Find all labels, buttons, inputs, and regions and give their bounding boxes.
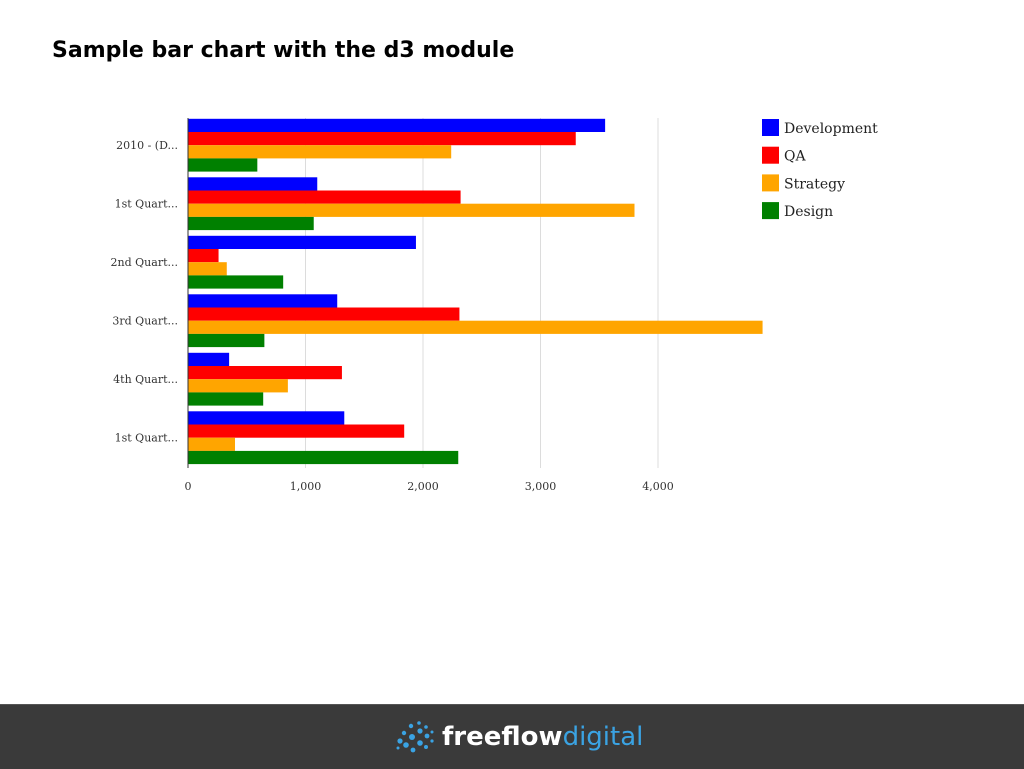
bar-design	[188, 450, 459, 465]
legend: Development QA Strategy Design	[762, 119, 878, 220]
bar-strategy	[188, 262, 227, 276]
bar-design	[188, 392, 264, 406]
bar-design	[188, 158, 258, 172]
footer-bar: freeflowdigital	[0, 704, 1024, 769]
y-tick-label: 3rd Quart...	[112, 315, 178, 328]
bar-chart: 0 1,000 2,000 3,000 4,000 2010 - (D... 1st Qua…	[111, 118, 878, 493]
bar-qa	[188, 424, 405, 438]
x-tick-label: 0	[185, 480, 192, 493]
x-tick-label: 2,000	[407, 480, 439, 493]
bar-qa	[188, 132, 576, 146]
y-tick-label: 1st Quart...	[115, 198, 178, 211]
bar-strategy	[188, 320, 763, 334]
bar-qa	[188, 366, 342, 380]
legend-swatch	[762, 174, 779, 192]
x-tick-label: 1,000	[290, 480, 322, 493]
y-tick-label: 2010 - (D...	[116, 139, 178, 152]
bar-development	[188, 118, 606, 132]
y-tick-label: 4th Quart...	[113, 373, 178, 386]
y-tick-label: 2nd Quart...	[111, 256, 178, 269]
freeflow-globe-icon	[396, 721, 434, 753]
legend-label: Strategy	[784, 176, 845, 192]
bar-strategy	[188, 437, 235, 451]
x-tick-label: 3,000	[525, 480, 557, 493]
axes: 0 1,000 2,000 3,000 4,000 2010 - (D... 1st Qua…	[111, 118, 674, 493]
bar-strategy	[188, 203, 635, 217]
slide-title: Sample bar chart with the d3 module	[52, 38, 515, 63]
gridlines	[305, 118, 659, 468]
bar-development	[188, 177, 318, 191]
bar-qa	[188, 307, 460, 321]
x-tick-label: 4,000	[642, 480, 674, 493]
freeflow-digital-logo: freeflowdigital	[392, 715, 643, 759]
legend-label: Development	[784, 121, 878, 137]
bar-design	[188, 216, 314, 231]
legend-swatch	[762, 202, 779, 220]
legend-swatch	[762, 146, 779, 164]
bar-development	[188, 352, 230, 366]
logo-text-freeflow: freeflow	[442, 722, 563, 752]
y-tick-label: 1st Quart...	[115, 432, 178, 445]
legend-label: Design	[784, 204, 833, 220]
bar-development	[188, 294, 338, 308]
bar-qa	[188, 249, 219, 263]
bar-strategy	[188, 145, 452, 159]
bar-strategy	[188, 379, 288, 393]
bar-design	[188, 275, 284, 289]
bar-qa	[188, 190, 461, 204]
bar-development	[188, 235, 416, 249]
bar-design	[188, 333, 265, 348]
legend-swatch	[762, 119, 779, 136]
legend-label: QA	[784, 149, 806, 165]
logo-text-digital: digital	[562, 722, 644, 752]
bars	[188, 118, 763, 465]
bar-development	[188, 411, 345, 425]
